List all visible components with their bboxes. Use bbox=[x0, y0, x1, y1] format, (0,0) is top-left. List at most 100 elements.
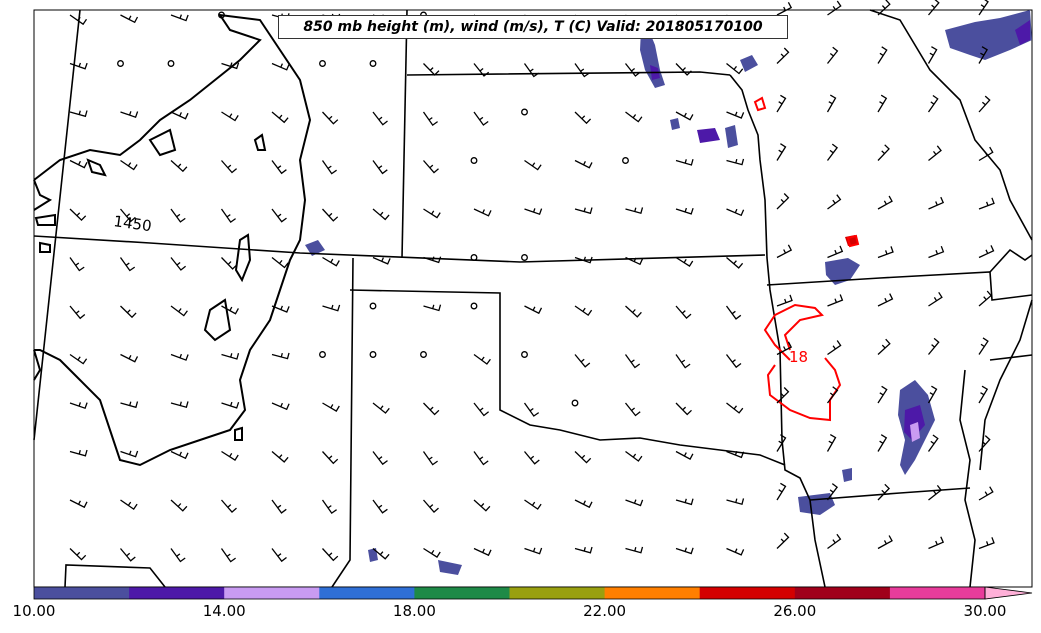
wind-barb bbox=[776, 341, 793, 356]
wind-barb bbox=[422, 451, 438, 466]
calm-wind-marker bbox=[369, 60, 377, 67]
wind-barb bbox=[221, 499, 237, 514]
wind-barb bbox=[624, 402, 641, 417]
wind-barb bbox=[826, 386, 839, 404]
calm-wind-markers bbox=[117, 11, 629, 407]
wind-barb bbox=[271, 352, 290, 360]
wind-barb bbox=[624, 63, 641, 77]
wind-barb bbox=[170, 208, 186, 223]
calm-wind-marker bbox=[521, 254, 528, 261]
wind-barb bbox=[473, 208, 492, 217]
wind-barb bbox=[69, 110, 88, 118]
wind-barb bbox=[322, 402, 340, 412]
wind-barb bbox=[321, 499, 337, 515]
colorbar-segment bbox=[794, 587, 891, 599]
wind-barb bbox=[776, 532, 790, 549]
wind-barb bbox=[423, 208, 441, 219]
wind-barb bbox=[675, 159, 694, 166]
wind-barb bbox=[826, 483, 839, 501]
wind-barb bbox=[473, 547, 492, 557]
wind-barb bbox=[776, 143, 787, 161]
map-title: 850 mb height (m), wind (m/s), T (C) Val… bbox=[278, 15, 788, 39]
wind-barb bbox=[927, 385, 938, 404]
calm-wind-marker bbox=[117, 60, 124, 67]
wind-barb bbox=[170, 548, 186, 563]
wind-barb bbox=[372, 208, 390, 221]
wind-barb bbox=[422, 111, 438, 127]
wind-barb bbox=[776, 94, 787, 113]
wind-barb bbox=[372, 451, 388, 466]
calm-wind-marker bbox=[571, 399, 579, 407]
wind-barb bbox=[322, 208, 339, 222]
wind-barb bbox=[776, 244, 793, 259]
wind-barb bbox=[877, 246, 894, 259]
wind-barb bbox=[827, 533, 842, 550]
wind-barb bbox=[625, 256, 644, 266]
wind-barb bbox=[322, 111, 339, 125]
wind-barb bbox=[826, 46, 839, 64]
colorbar-segment bbox=[509, 587, 606, 599]
wind-barb bbox=[221, 160, 238, 174]
wind-barb bbox=[827, 340, 842, 356]
wind-barb bbox=[624, 354, 641, 369]
wind-barb bbox=[372, 548, 390, 560]
colorbar-tick-label: 22.00 bbox=[583, 602, 627, 620]
wind-barb bbox=[927, 337, 940, 355]
wind-barb bbox=[726, 62, 744, 75]
temperature-contours bbox=[753, 96, 860, 422]
wind-barb bbox=[574, 546, 593, 554]
wind-barb bbox=[776, 193, 790, 210]
wind-barb bbox=[675, 354, 691, 369]
wind-barb bbox=[170, 305, 188, 317]
wind-barb bbox=[877, 0, 891, 16]
wind-barb bbox=[322, 256, 340, 267]
wind-barb bbox=[776, 387, 790, 404]
calm-wind-marker bbox=[369, 351, 377, 358]
wind-barb bbox=[523, 63, 540, 78]
wind-barb bbox=[928, 291, 943, 307]
wind-barb bbox=[776, 1, 793, 16]
wind-barb bbox=[120, 305, 137, 319]
wind-barb bbox=[423, 499, 439, 514]
wind-barb bbox=[928, 484, 943, 501]
calm-wind-marker bbox=[470, 157, 478, 164]
wind-barb bbox=[675, 111, 694, 121]
calm-wind-marker bbox=[167, 60, 175, 67]
wind-barb bbox=[625, 450, 643, 462]
wind-barb bbox=[726, 208, 745, 217]
colorbar-segment bbox=[699, 587, 796, 599]
wind-barb bbox=[120, 499, 138, 511]
colorbar-segment bbox=[604, 587, 701, 599]
wind-barb bbox=[978, 245, 995, 259]
wind-barb bbox=[271, 451, 289, 463]
wind-barb bbox=[69, 548, 87, 561]
wind-barb bbox=[69, 14, 88, 26]
wind-barb bbox=[827, 194, 842, 210]
wind-barb bbox=[928, 0, 940, 16]
wind-barb bbox=[776, 434, 787, 452]
wind-barb bbox=[726, 450, 745, 459]
wind-barb bbox=[726, 158, 745, 166]
map-frame bbox=[33, 9, 1033, 588]
wind-barb bbox=[69, 353, 88, 365]
wind-barb bbox=[372, 111, 388, 126]
wind-barb bbox=[625, 111, 643, 123]
height-contour-label: 1450 bbox=[112, 212, 152, 235]
wind-barb bbox=[69, 402, 88, 410]
colorbar-segment bbox=[414, 587, 510, 599]
wind-barb bbox=[675, 547, 694, 555]
wind-barb bbox=[120, 14, 139, 24]
wind-barb bbox=[978, 197, 995, 210]
wind-barb bbox=[877, 434, 888, 452]
colorbar-extend-arrow bbox=[984, 586, 1033, 600]
wind-barb bbox=[220, 208, 236, 224]
wind-barb bbox=[675, 498, 694, 506]
colorbar-outline bbox=[33, 586, 986, 600]
wind-barb bbox=[826, 143, 839, 161]
wind-barb bbox=[221, 62, 240, 70]
colorbar-tick-label: 30.00 bbox=[963, 602, 1007, 620]
wind-barb bbox=[877, 483, 891, 501]
wind-barb bbox=[625, 546, 644, 554]
colorbar-segment bbox=[34, 587, 130, 599]
wind-barb bbox=[877, 94, 888, 113]
